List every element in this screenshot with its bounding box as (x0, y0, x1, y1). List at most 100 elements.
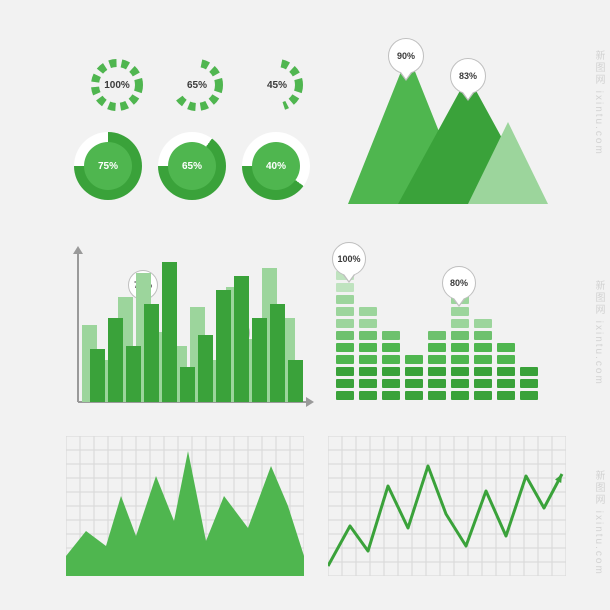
bar (108, 318, 123, 402)
eq-segment (382, 367, 400, 376)
eq-column (520, 367, 538, 400)
y-axis (77, 252, 79, 402)
eq-column (359, 307, 377, 400)
eq-segment (428, 391, 446, 400)
solid-progress-ring: 75% (74, 132, 142, 200)
watermark-text: 新图网 ixintu.com (591, 280, 606, 386)
line-chart-icon (328, 436, 566, 576)
eq-segment (359, 379, 377, 388)
eq-segment (336, 331, 354, 340)
eq-segment (474, 343, 492, 352)
eq-segment (451, 343, 469, 352)
callout-label: 80% (442, 266, 476, 300)
eq-segment (359, 343, 377, 352)
eq-segment (382, 355, 400, 364)
mountains-panel: 90%83% (338, 44, 548, 204)
eq-segment (336, 319, 354, 328)
callout-tail-icon (462, 93, 474, 101)
callout-label: 83% (450, 58, 486, 94)
eq-segment (474, 379, 492, 388)
ring-percent-label: 65% (167, 55, 227, 115)
eq-segment (405, 355, 423, 364)
eq-column (405, 355, 423, 400)
eq-segment (474, 331, 492, 340)
watermark-text: 新图网 ixintu.com (591, 50, 606, 156)
dashed-progress-ring: 45% (247, 55, 307, 115)
donut-percent-label: 65% (158, 132, 226, 200)
eq-segment (497, 355, 515, 364)
eq-segment (428, 367, 446, 376)
eq-segment (474, 367, 492, 376)
donut-percent-label: 40% (242, 132, 310, 200)
eq-column (428, 331, 446, 400)
callout-label: 90% (388, 38, 424, 74)
bar (234, 276, 249, 402)
eq-segment (405, 391, 423, 400)
eq-segment (474, 391, 492, 400)
bar (126, 346, 141, 402)
eq-segment (336, 343, 354, 352)
eq-segment (497, 367, 515, 376)
callout-tail-icon (453, 299, 465, 307)
equalizer-columns (336, 259, 538, 400)
eq-segment (451, 331, 469, 340)
bar (288, 360, 303, 402)
area-chart-icon (66, 436, 304, 576)
eq-segment (382, 379, 400, 388)
eq-segment (520, 391, 538, 400)
solid-progress-ring: 40% (242, 132, 310, 200)
eq-segment (428, 331, 446, 340)
axis-arrow-icon (306, 397, 314, 407)
bar (216, 290, 231, 402)
eq-segment (336, 307, 354, 316)
dashed-rings-panel: 100% 65% 45% (82, 50, 312, 120)
eq-segment (497, 379, 515, 388)
eq-segment (336, 379, 354, 388)
eq-segment (359, 331, 377, 340)
eq-segment (520, 379, 538, 388)
eq-segment (382, 343, 400, 352)
bar-chart-panel: 75%40% (70, 252, 310, 407)
eq-segment (405, 379, 423, 388)
eq-segment (520, 367, 538, 376)
eq-segment (451, 367, 469, 376)
eq-segment (336, 367, 354, 376)
eq-segment (474, 319, 492, 328)
eq-segment (359, 307, 377, 316)
eq-segment (451, 307, 469, 316)
bar (144, 304, 159, 402)
ring-percent-label: 45% (247, 55, 307, 115)
eq-segment (336, 283, 354, 292)
infographic-canvas: 新图网 ixintu.com 新图网 ixintu.com 新图网 ixintu… (0, 0, 610, 610)
mountain-chart-icon (338, 44, 548, 204)
eq-segment (428, 379, 446, 388)
bar (198, 335, 213, 402)
eq-segment (336, 295, 354, 304)
eq-segment (497, 391, 515, 400)
eq-segment (359, 391, 377, 400)
eq-segment (359, 355, 377, 364)
equalizer-panel: 100%80% (336, 250, 552, 400)
eq-segment (428, 355, 446, 364)
eq-segment (359, 319, 377, 328)
eq-segment (382, 391, 400, 400)
eq-column (497, 343, 515, 400)
eq-column (474, 319, 492, 400)
line-grid-panel (328, 436, 566, 576)
eq-segment (382, 331, 400, 340)
eq-segment (405, 367, 423, 376)
eq-segment (336, 355, 354, 364)
bar (162, 262, 177, 402)
eq-column (382, 331, 400, 400)
watermark-text: 新图网 ixintu.com (591, 470, 606, 576)
callout-label: 100% (332, 242, 366, 276)
ring-percent-label: 100% (87, 55, 147, 115)
bar (270, 304, 285, 402)
solid-progress-ring: 65% (158, 132, 226, 200)
eq-segment (474, 355, 492, 364)
bar (252, 318, 267, 402)
callout-tail-icon (400, 73, 412, 81)
dashed-progress-ring: 65% (167, 55, 227, 115)
donut-percent-label: 75% (74, 132, 142, 200)
area-grid-panel (66, 436, 304, 576)
